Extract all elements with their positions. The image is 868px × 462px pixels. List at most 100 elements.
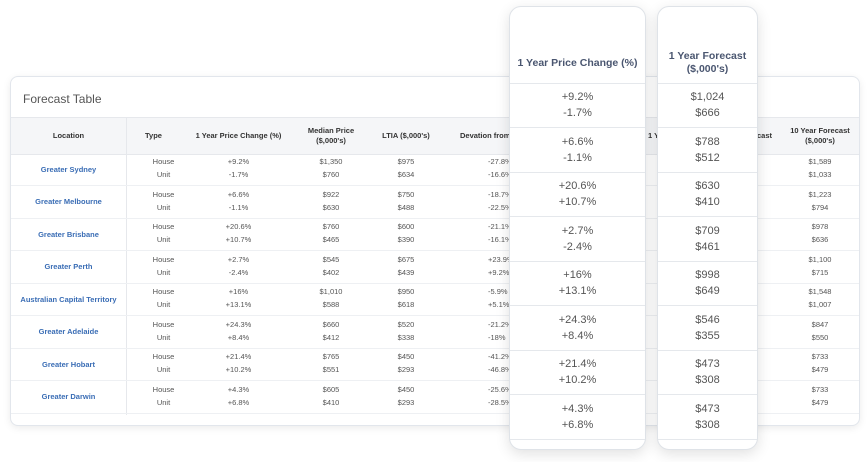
forecast-panel-row-value-a: $473: [695, 358, 720, 370]
price-panel-row-value-b: -1.7%: [563, 107, 592, 119]
price-change-cell: +4.3% +6.8%: [227, 384, 250, 407]
deviation-cell: -21.2% -18%: [488, 319, 510, 342]
price-panel-row-value-b: +13.1%: [558, 285, 597, 297]
median-price-cell: $605 $410: [322, 384, 340, 407]
price-panel-row-value-b: -1.1%: [563, 151, 592, 164]
ltia-cell: $975 $634: [397, 157, 415, 179]
deviation-cell: -27.8% -16.6%: [488, 157, 510, 179]
price-panel-row-value-b: +6.8%: [561, 418, 594, 431]
price-panel-row: +6.6% -1.1%: [510, 128, 645, 173]
table-row: Greater Darwin House Unit +4.3% +6.8% $605 $41…: [11, 381, 859, 414]
ten-year-cell: $733 $479: [811, 384, 829, 407]
deviation-cell: -21.1% -16.1%: [488, 222, 510, 244]
median-price-cell: $660 $412: [322, 319, 340, 342]
deviation-cell: +23.9%+9.2%: [488, 254, 510, 277]
type-cell: House Unit: [152, 157, 175, 179]
column-divider: [126, 117, 127, 415]
forecast-panel-row-value-b: $355: [695, 329, 720, 342]
price-panel-row-value-a: +20.6%: [558, 180, 597, 192]
header-hidden-b: cast: [757, 131, 773, 140]
forecast-panel-row: $788 $512: [658, 128, 757, 173]
header-ltia: LTIA ($,000's): [382, 131, 430, 140]
table-row: Greater Hobart House Unit +21.4% +10.2% $765 $…: [11, 348, 859, 381]
forecast-panel-row-value-b: $308: [695, 418, 720, 431]
header-median-price: Median Price ($,000's): [307, 126, 355, 145]
price-change-panel: 1 Year Price Change (%) +9.2% -1.7% +6.6% -…: [509, 6, 646, 450]
header-hidden-a: 1 Ye: [648, 131, 662, 140]
forecast-panel-row-value-b: $649: [695, 285, 720, 297]
ten-year-cell: $978 $636: [811, 222, 829, 244]
forecast-panel-row-value-b: $308: [695, 374, 720, 386]
forecast-panel-row: $1,024 $666: [658, 83, 757, 128]
type-cell: House Unit: [152, 352, 175, 374]
price-panel-row-value-a: +6.6%: [561, 135, 594, 148]
price-panel-row-value-a: +16%: [563, 269, 592, 281]
type-cell: House Unit: [152, 287, 175, 309]
type-cell: House Unit: [152, 222, 175, 244]
location-link[interactable]: Greater Brisbane: [38, 229, 99, 239]
forecast-panel-row-value-a: $546: [695, 313, 720, 326]
ltia-cell: $600 $390: [397, 222, 415, 244]
forecast-panel-row-value-b: $666: [695, 107, 720, 119]
location-link[interactable]: Greater Adelaide: [38, 327, 99, 336]
location-link[interactable]: Greater Hobart: [42, 359, 95, 369]
price-panel-row: +21.4% +10.2%: [510, 350, 645, 395]
price-change-cell: +6.6% -1.1%: [227, 189, 250, 212]
forecast-panel: 1 Year Forecast ($,000's) $1,024 $666 $788…: [657, 6, 758, 450]
forecast-panel-row: $709 $461: [658, 217, 757, 262]
ten-year-cell: $847 $550: [811, 319, 829, 342]
location-link[interactable]: Greater Melbourne: [35, 197, 102, 206]
deviation-cell: -41.2% -46.8%: [488, 352, 510, 374]
table-row: Australian Capital Territory House Unit +16…: [11, 283, 859, 316]
price-panel-row-value-b: +8.4%: [561, 329, 594, 342]
median-price-cell: $1,010 $588: [319, 287, 343, 309]
deviation-cell: -25.6% -28.5%: [488, 384, 510, 407]
price-change-cell: +20.6% +10.7%: [225, 222, 252, 244]
ltia-cell: $950 $618: [397, 287, 415, 309]
type-cell: House Unit: [152, 189, 175, 212]
table-row: Greater Melbourne House Unit +6.6% -1.1% $922…: [11, 186, 859, 219]
forecast-panel-header: 1 Year Forecast ($,000's): [658, 43, 757, 84]
type-cell: House Unit: [152, 384, 175, 407]
forecast-panel-row-value-a: $473: [695, 402, 720, 415]
median-price-cell: $1,350 $760: [319, 157, 343, 179]
price-change-cell: +2.7% -2.4%: [227, 254, 250, 277]
median-price-cell: $922 $630: [322, 189, 340, 212]
location-link[interactable]: Greater Darwin: [41, 392, 96, 401]
forecast-panel-row-value-b: $410: [695, 196, 720, 208]
price-panel-row-value-b: -2.4%: [563, 240, 592, 253]
price-panel-row: +4.3% +6.8%: [510, 395, 645, 440]
ten-year-cell: $1,223 $794: [808, 189, 832, 212]
deviation-cell: -5.9% +5.1%: [488, 287, 510, 309]
location-link[interactable]: Greater Perth: [44, 262, 93, 271]
header-ten-year: 10 Year Forecast ($,000's): [790, 126, 850, 145]
price-change-cell: +16% +13.1%: [225, 287, 252, 309]
table-row: Greater Brisbane House Unit +20.6% +10.7% $76…: [11, 218, 859, 251]
price-change-cell: +9.2% -1.7%: [227, 157, 250, 179]
price-panel-row-value-a: +9.2%: [561, 91, 594, 103]
median-price-cell: $545 $402: [322, 254, 340, 277]
price-panel-header: 1 Year Price Change (%): [510, 43, 645, 84]
ltia-cell: $750 $488: [397, 189, 415, 212]
price-panel-row-value-b: +10.2%: [558, 374, 597, 386]
ltia-cell: $450 $293: [397, 352, 415, 374]
price-panel-row-value-a: +21.4%: [558, 358, 597, 370]
forecast-panel-row-value-b: $461: [695, 240, 720, 253]
forecast-panel-row-value-a: $1,024: [690, 91, 725, 103]
ltia-cell: $450 $293: [397, 384, 415, 407]
forecast-panel-row: $998 $649: [658, 261, 757, 306]
header-price-change: 1 Year Price Change (%): [195, 131, 282, 140]
location-link[interactable]: Australian Capital Territory: [20, 294, 117, 304]
location-link[interactable]: Greater Sydney: [40, 164, 97, 174]
price-change-cell: +21.4% +10.2%: [225, 352, 252, 374]
ten-year-cell: $1,100 $715: [808, 254, 832, 277]
table-title: Forecast Table: [23, 92, 102, 106]
table-row: Greater Perth House Unit +2.7% -2.4% $545 $402…: [11, 251, 859, 284]
median-price-cell: $765 $551: [322, 352, 340, 374]
ltia-cell: $520 $338: [397, 319, 415, 342]
table-row: Greater Adelaide House Unit +24.3% +8.4% $660…: [11, 316, 859, 349]
ten-year-cell: $1,589 $1,033: [808, 157, 832, 179]
deviation-cell: -18.7% -22.5%: [488, 189, 510, 212]
header-type: Type: [145, 131, 162, 140]
type-cell: House Unit: [152, 319, 175, 342]
